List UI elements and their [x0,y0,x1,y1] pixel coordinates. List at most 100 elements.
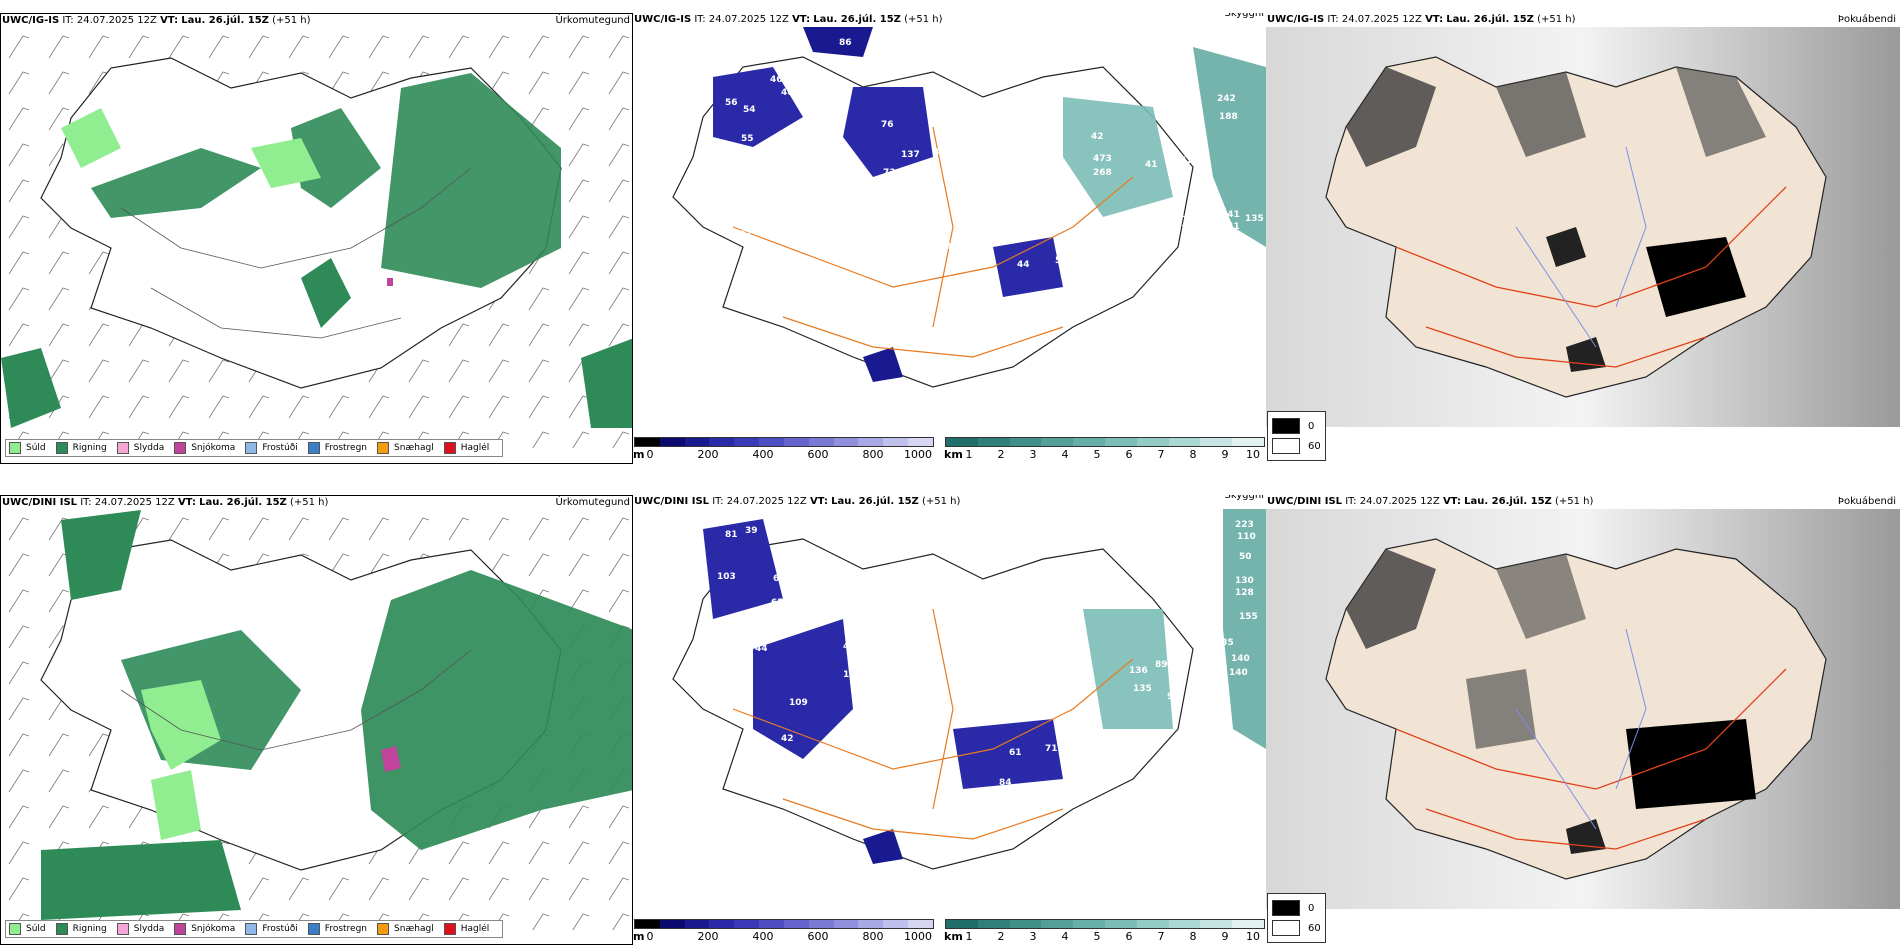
cloud-base-label: 54 [743,105,756,115]
fog-indicator-panel-2: UWC/DINI ISL IT: 24.07.2025 12Z VT: Lau.… [1266,495,1900,945]
cloud-base-colorbar: m 0 200 400 600 800 1000 [633,919,934,943]
colorbar-swatch [734,920,760,928]
legend-item-sud: Súld [9,442,46,454]
colorbar-tick: 5 [1093,448,1101,461]
precip-legend: Súld Rigning Slydda Snjókoma Frostúði Fr… [5,439,504,457]
cloud-base-label: 56 [793,123,806,133]
panel-title: UWC/DINI ISL IT: 24.07.2025 12Z VT: Lau.… [1,496,632,510]
colorbar-tick: 8 [1189,448,1197,461]
cloud-base-label: 48 [885,696,898,706]
init-time: 24.07.2025 12Z [708,14,789,25]
colorbar-tick: 7 [1157,448,1165,461]
cloud-base-label: 64 [693,550,706,560]
cloud-base-label: 426 [1231,248,1250,258]
model-name: UWC/IG-IS [2,15,60,26]
colorbar-swatch [1168,920,1201,928]
legend-item-rigning: Rigning [55,923,107,935]
cloud-base-label: 835 [1215,638,1234,648]
colorbar-tick: 600 [807,448,829,461]
colorbar-tick: 3 [1029,448,1037,461]
cloud-base-label: 135 [1245,214,1264,224]
valid-time: Lau. 26.júl. 15Z [1446,14,1534,25]
colorbar-tick: 9 [1221,930,1229,943]
colorbar-swatch [734,438,760,446]
cloud-base-label: 125 [843,670,862,680]
panel-name: Skyggni [1224,13,1264,19]
colorbar-swatch [1009,920,1042,928]
cloud-base-label: 128 [1235,588,1254,598]
cloud-base-label: 84 [909,778,922,788]
colorbar-tick: 2 [997,930,1005,943]
colorbar-swatch [908,438,933,446]
cloud-base-label: 50 [1055,256,1068,266]
colorbar-swatch [1104,438,1137,446]
fog-map [1266,509,1900,909]
cloud-base-label: 121 [1179,210,1198,220]
cloud-base-label: 83 [701,236,714,246]
init-time: 24.07.2025 12Z [726,496,807,507]
model-name: UWC/DINI ISL [2,497,78,508]
fog-key: 0 60 [1267,411,1326,461]
cloud-base-label: 56 [725,98,738,108]
legend-item-snaehagl: Snæhagl [377,442,434,454]
colorbar-swatch [759,438,784,446]
cloud-base-label: 95 [1167,692,1180,702]
colorbar-swatch [908,920,933,928]
cloud-base-label: 268 [1093,168,1112,178]
colorbar-swatch [833,438,859,446]
model-name: UWC/IG-IS [1267,14,1325,25]
colorbar-swatch [635,920,660,928]
panel-title: UWC/DINI ISL IT: 24.07.2025 12Z VT: Lau.… [633,495,1266,509]
colorbar-swatch [684,438,710,446]
precip-type-panel-2: UWC/DINI ISL IT: 24.07.2025 12Z VT: Lau.… [0,495,633,945]
vt-label: VT: [809,496,828,507]
cloud-base-label: 55 [741,134,754,144]
fog-key-row: 0 [1272,416,1321,436]
cloud-base-label: 40 [781,88,794,98]
colorbar-swatch [1200,920,1233,928]
cloud-base-label: 65 [801,160,814,170]
colorbar-tick: 400 [752,930,774,943]
cloud-base-label: 141 [1221,222,1240,232]
vt-label: VT: [792,14,811,25]
cloud-base-label: 60 [783,774,796,784]
cloud-base-label: 49 [939,242,952,252]
panel-name: Þokuábendi [1837,496,1896,507]
cloud-visibility-panel-1: UWC/IG-IS IT: 24.07.2025 12Z VT: Lau. 26… [633,13,1266,464]
cloud-base-label: 86 [839,38,852,48]
colorbar-swatch [1136,920,1169,928]
vt-label: VT: [1442,496,1461,507]
cloud-base-strip [634,919,934,929]
init-time: 24.07.2025 12Z [76,15,157,26]
it-label: IT: [80,497,92,508]
legend-item-frostudi: Frostúði [245,923,298,935]
colorbar-tick: 200 [697,930,719,943]
fog-key-row: 60 [1272,436,1321,456]
lead-time: (+51 h) [921,496,961,507]
colorbar-tick: 1 [965,930,973,943]
colorbar-swatch [1232,920,1264,928]
cloud-base-label: 223 [1235,520,1254,530]
legend-item-snjokoma: Snjókoma [174,442,235,454]
cloud-base-label: 73 [801,764,814,774]
cloud-base-label: 127 [1181,156,1200,166]
cloud-base-label: 84 [911,165,924,175]
cloud-base-label: 39 [745,526,758,536]
colorbar-tick: 6 [1125,448,1133,461]
colorbar-swatch [977,920,1010,928]
model-name: UWC/DINI ISL [634,496,710,507]
it-label: IT: [712,496,724,507]
cloud-base-label: 42 [781,734,794,744]
colorbar-swatch [977,438,1010,446]
cloud-base-label: 114 [1063,290,1082,300]
colorbar-tick: 9 [1221,448,1229,461]
cloud-base-label: 130 [1235,576,1254,586]
panel-name: Þokuábendi [1837,14,1896,25]
colorbar-unit: m [633,448,645,461]
cloud-base-label: 110 [1237,532,1256,542]
panel-title: UWC/IG-IS IT: 24.07.2025 12Z VT: Lau. 26… [633,13,1266,27]
colorbar-tick: 5 [1093,930,1101,943]
legend-item-frostregn: Frostregn [307,442,367,454]
legend-item-snjokoma: Snjókoma [174,923,235,935]
cloud-base-label: 42 [1091,132,1104,142]
